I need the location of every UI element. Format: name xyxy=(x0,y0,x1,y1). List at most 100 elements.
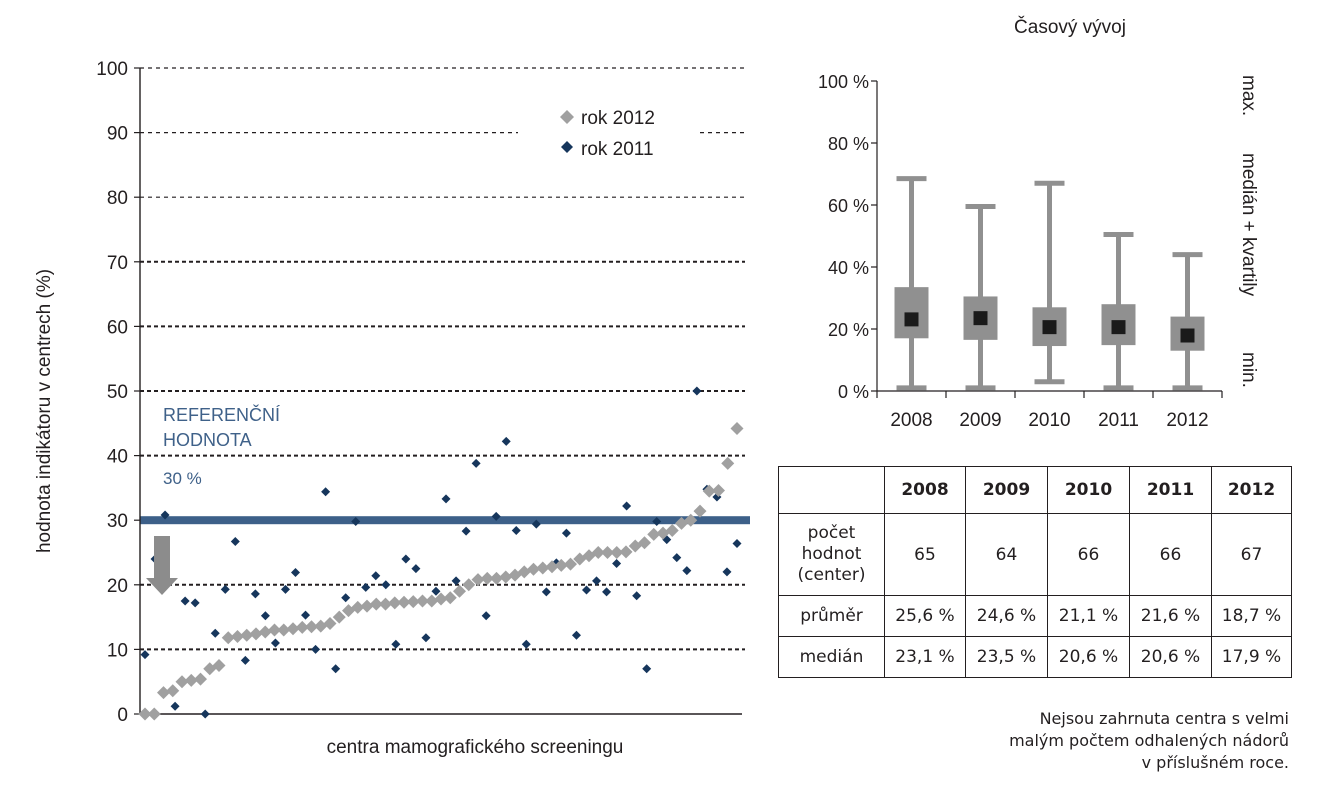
data-point xyxy=(541,587,551,597)
median-marker xyxy=(1180,328,1195,343)
data-point xyxy=(682,566,692,576)
table-cell: 64 xyxy=(965,513,1048,596)
data-point xyxy=(157,686,170,700)
footnote-line: v příslušném roce. xyxy=(1141,753,1289,772)
data-point xyxy=(411,564,421,574)
data-point xyxy=(612,558,622,568)
data-point xyxy=(592,576,602,586)
box-y-tick-label: 20 % xyxy=(828,320,869,340)
table-header-2009: 2009 xyxy=(965,466,1048,514)
table-cell: 20,6 % xyxy=(1047,636,1130,678)
y-tick-label: 90 xyxy=(107,124,128,145)
data-point xyxy=(527,562,540,576)
data-point xyxy=(461,526,471,536)
data-point xyxy=(140,650,150,660)
data-point xyxy=(632,591,642,601)
data-point xyxy=(684,513,698,527)
data-point xyxy=(406,595,420,609)
table-header-2008: 2008 xyxy=(884,466,966,514)
data-point xyxy=(314,619,328,633)
y-tick-label: 10 xyxy=(107,640,128,661)
box-y-tick-label: 0 % xyxy=(838,382,869,402)
table-cell: 66 xyxy=(1129,513,1212,596)
data-point xyxy=(175,675,189,689)
data-point xyxy=(258,625,272,639)
box-plot-category-labels: 2008 2009 2010 2011 2012 xyxy=(890,410,1208,431)
box-category-label: 2012 xyxy=(1166,410,1208,431)
data-point xyxy=(431,586,441,596)
data-point xyxy=(210,628,220,638)
data-point xyxy=(721,456,735,470)
data-point xyxy=(545,560,559,574)
data-point xyxy=(642,664,652,674)
scatter-chart: 0 10 20 30 40 50 60 70 80 90 100 rok 2012 rok 2011… xyxy=(34,59,750,758)
data-point xyxy=(240,628,254,642)
data-point xyxy=(531,519,541,529)
data-point xyxy=(311,644,321,654)
y-axis-label: hodnota indikátoru v centrech (%) xyxy=(34,269,55,553)
table-row: počet hodnot (center) 65 64 66 66 67 xyxy=(778,513,1292,596)
data-point xyxy=(332,610,346,624)
row-label-median: medián xyxy=(778,636,885,678)
summary-table: 2008 2009 2010 2011 2012 počet hodnot (c… xyxy=(778,466,1292,678)
footnote: Nejsou zahrnuta centra s velmi malým poč… xyxy=(929,708,1289,774)
legend-label-2011: rok 2011 xyxy=(581,139,654,160)
series-2012-points xyxy=(138,421,744,721)
data-point xyxy=(564,557,577,571)
data-point xyxy=(360,599,374,613)
data-point xyxy=(250,589,260,599)
right-label-max: max. xyxy=(1238,75,1259,116)
data-point xyxy=(490,571,503,585)
data-point xyxy=(138,707,152,721)
data-point xyxy=(693,504,707,518)
data-point xyxy=(536,561,550,575)
box-plot-y-tick-labels: 0 % 20 % 40 % 60 % 80 % 100 % xyxy=(818,72,869,402)
data-point xyxy=(491,511,501,521)
data-point xyxy=(240,655,250,665)
scatter-axes xyxy=(139,68,742,715)
data-point xyxy=(381,580,391,590)
data-point xyxy=(361,582,371,592)
data-point xyxy=(180,596,190,606)
data-point xyxy=(702,484,716,498)
data-point xyxy=(286,622,300,636)
down-arrow-icon xyxy=(146,536,178,595)
row-label-line: hodnot xyxy=(801,544,862,564)
data-point xyxy=(602,587,612,597)
data-point xyxy=(451,576,461,586)
data-point xyxy=(295,620,309,634)
table-cell: 20,6 % xyxy=(1129,636,1212,678)
box-2010 xyxy=(1032,180,1067,385)
row-label-count: počet hodnot (center) xyxy=(778,513,885,596)
table-header-2011: 2011 xyxy=(1129,466,1212,514)
data-point xyxy=(270,638,280,648)
row-label-mean: průměr xyxy=(778,595,885,637)
data-point xyxy=(730,421,744,435)
data-point xyxy=(301,610,311,620)
data-point xyxy=(371,571,381,581)
right-label-median: medián + kvartily xyxy=(1238,153,1259,297)
box-category-label: 2010 xyxy=(1028,410,1070,431)
data-point xyxy=(591,546,605,559)
data-point xyxy=(212,659,226,673)
box-plot: Časový vývoj 0 % 20 % 40 % 60 % 80 % 100 % 20… xyxy=(818,16,1259,431)
data-point xyxy=(221,631,235,645)
data-point xyxy=(601,546,614,559)
table-cell: 17,9 % xyxy=(1211,636,1292,678)
right-label-min: min. xyxy=(1238,352,1259,388)
legend-marker-2012 xyxy=(560,110,574,124)
table-cell: 25,6 % xyxy=(884,595,966,637)
box-y-tick-label: 100 % xyxy=(818,72,869,92)
median-marker xyxy=(973,311,988,326)
data-point xyxy=(443,591,457,605)
data-point xyxy=(260,611,270,621)
reference-label-line1: REFERENČNÍ xyxy=(163,404,280,425)
data-point xyxy=(692,386,702,396)
data-point xyxy=(672,553,682,563)
table-header-row: 2008 2009 2010 2011 2012 xyxy=(778,466,1292,514)
box-2009 xyxy=(963,204,998,391)
data-point xyxy=(397,595,411,609)
data-point xyxy=(220,584,230,594)
data-point xyxy=(722,567,732,577)
y-tick-label: 30 xyxy=(107,511,128,532)
